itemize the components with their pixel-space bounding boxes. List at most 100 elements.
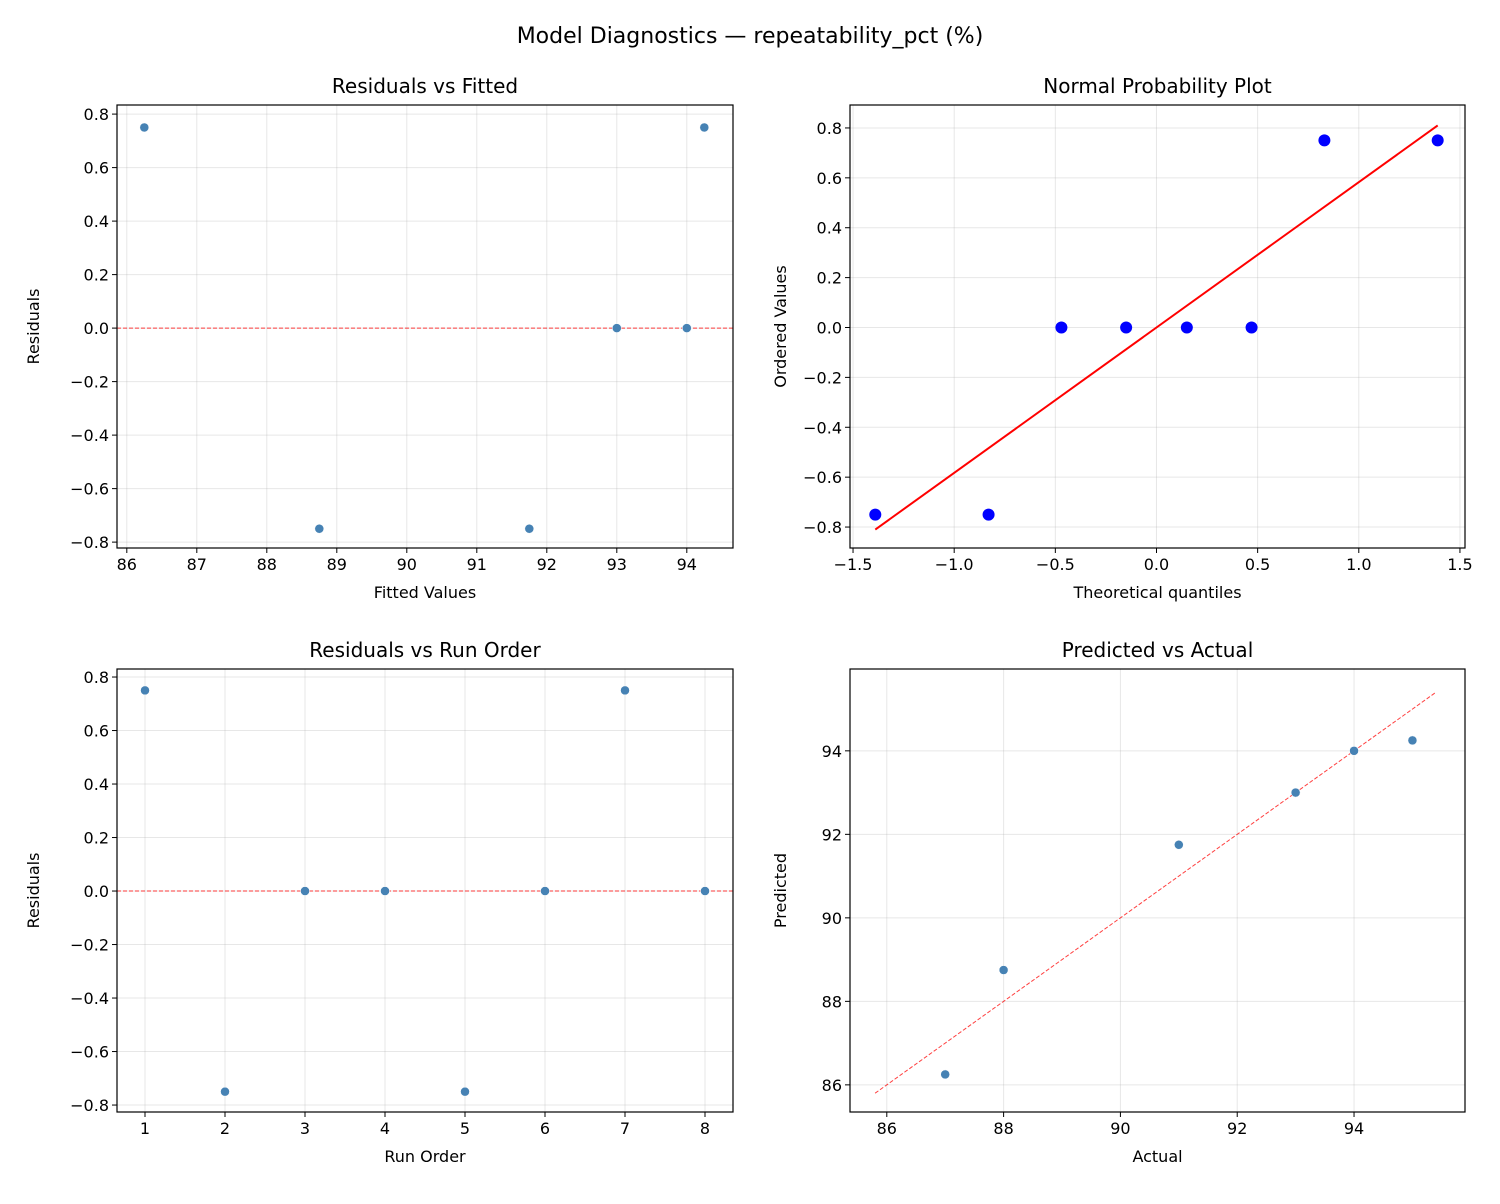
y-tick-label: −0.4 bbox=[803, 418, 842, 437]
y-tick-label: 94 bbox=[822, 742, 842, 761]
y-tick-label: 90 bbox=[822, 909, 842, 928]
subplot-title: Residuals vs Run Order bbox=[309, 638, 541, 662]
y-axis-label: Predicted bbox=[771, 853, 790, 928]
data-point bbox=[1174, 840, 1184, 850]
data-point bbox=[1180, 321, 1193, 334]
data-point bbox=[612, 323, 622, 333]
x-tick-label: 0.5 bbox=[1245, 555, 1270, 574]
x-tick-label: 4 bbox=[380, 1119, 390, 1138]
data-point bbox=[1431, 134, 1444, 147]
data-point bbox=[982, 508, 995, 521]
x-tick-label: 1.0 bbox=[1346, 555, 1371, 574]
y-tick-label: 0.2 bbox=[84, 829, 109, 848]
y-tick-label: 0.2 bbox=[817, 269, 842, 288]
x-tick-label: 92 bbox=[1227, 1119, 1247, 1138]
y-tick-label: −0.2 bbox=[70, 373, 109, 392]
x-axis-label: Run Order bbox=[384, 1147, 466, 1166]
x-tick-label: 94 bbox=[677, 555, 697, 574]
subplot-1: 86 87 88 89 90 91 92 93 94 −0.8 −0.6 −0.4 −0.2 0.0 0.2… bbox=[24, 74, 734, 602]
data-point bbox=[1055, 321, 1068, 334]
x-tick-label: 87 bbox=[187, 555, 207, 574]
subplot-4: 86 88 90 92 94 86 88 90 92 94 Predicted vs Actual A… bbox=[771, 638, 1466, 1166]
x-tick-label: 89 bbox=[327, 555, 347, 574]
x-tick-label: 86 bbox=[117, 555, 137, 574]
x-tick-label: 8 bbox=[700, 1119, 710, 1138]
x-tick-label: −1.5 bbox=[834, 555, 873, 574]
y-tick-label: 92 bbox=[822, 825, 842, 844]
data-point bbox=[300, 886, 310, 896]
x-tick-label: 94 bbox=[1344, 1119, 1364, 1138]
axes-frame bbox=[116, 668, 734, 1113]
data-point bbox=[314, 523, 325, 534]
x-axis-label: Theoretical quantiles bbox=[1072, 583, 1241, 602]
y-tick-label: 0.8 bbox=[84, 105, 109, 124]
data-point bbox=[998, 965, 1009, 975]
y-tick-label: 86 bbox=[822, 1076, 842, 1095]
y-tick-label: 0.0 bbox=[84, 882, 109, 901]
data-point bbox=[524, 523, 535, 534]
y-tick-label: −0.4 bbox=[70, 426, 109, 445]
y-tick-label: −0.6 bbox=[803, 468, 842, 487]
axes-frame bbox=[116, 104, 734, 549]
y-tick-label: 0.0 bbox=[84, 319, 109, 338]
data-point bbox=[1407, 735, 1418, 746]
data-point bbox=[1245, 321, 1258, 334]
x-tick-label: 0.0 bbox=[1144, 555, 1169, 574]
data-point bbox=[1120, 321, 1133, 334]
x-tick-label: 1.5 bbox=[1447, 555, 1472, 574]
x-tick-label: 5 bbox=[460, 1119, 470, 1138]
x-tick-label: 86 bbox=[877, 1119, 897, 1138]
x-tick-label: 88 bbox=[993, 1119, 1013, 1138]
y-tick-label: 0.4 bbox=[84, 775, 109, 794]
y-tick-label: −0.8 bbox=[70, 533, 109, 552]
y-tick-label: −0.8 bbox=[803, 518, 842, 537]
axes-frame bbox=[849, 668, 1466, 1113]
x-tick-label: 6 bbox=[540, 1119, 550, 1138]
subplot-2: −1.5 −1.0 −0.5 0.0 0.5 1.0 1.5 −0.8 −0.6 −0.4 −0.2… bbox=[771, 74, 1473, 602]
y-axis-label: Ordered Values bbox=[771, 265, 790, 387]
x-tick-label: 91 bbox=[467, 555, 487, 574]
y-tick-label: 0.6 bbox=[84, 159, 109, 178]
data-point bbox=[540, 886, 550, 896]
data-point bbox=[869, 508, 882, 521]
x-tick-label: 1 bbox=[140, 1119, 150, 1138]
data-point bbox=[139, 122, 150, 133]
data-point bbox=[460, 1086, 470, 1097]
data-point bbox=[940, 1069, 950, 1080]
y-tick-label: 0.6 bbox=[84, 722, 109, 741]
x-tick-label: 90 bbox=[1110, 1119, 1130, 1138]
y-tick-label: −0.6 bbox=[70, 1043, 109, 1062]
x-tick-label: 3 bbox=[300, 1119, 310, 1138]
data-point bbox=[1349, 746, 1359, 756]
y-tick-label: 0.8 bbox=[84, 668, 109, 687]
x-tick-label: 2 bbox=[220, 1119, 230, 1138]
y-tick-label: −0.6 bbox=[70, 480, 109, 499]
subplot-title: Residuals vs Fitted bbox=[332, 74, 518, 98]
x-tick-label: 93 bbox=[607, 555, 627, 574]
subplot-3: 1 2 3 4 5 6 7 8 −0.8 −0.6 −0.4 −0.2 0.0 0.2 0.4 0.6 0.8 R… bbox=[24, 638, 734, 1166]
x-tick-label: 92 bbox=[537, 555, 557, 574]
x-tick-label: −1.0 bbox=[935, 555, 974, 574]
y-tick-label: −0.8 bbox=[70, 1096, 109, 1115]
y-tick-label: −0.2 bbox=[803, 368, 842, 387]
data-point bbox=[620, 685, 630, 696]
y-tick-label: 0.6 bbox=[817, 169, 842, 188]
fit-line bbox=[874, 124, 1439, 531]
figure-suptitle: Model Diagnostics — repeatability_pct (%… bbox=[517, 24, 984, 49]
x-axis-label: Actual bbox=[1132, 1147, 1182, 1166]
data-point bbox=[140, 685, 150, 696]
y-tick-label: 0.8 bbox=[817, 119, 842, 138]
y-tick-label: 0.4 bbox=[84, 212, 109, 231]
y-tick-label: −0.2 bbox=[70, 936, 109, 955]
x-tick-label: 7 bbox=[620, 1119, 630, 1138]
data-point bbox=[380, 886, 390, 896]
y-tick-label: 0.4 bbox=[817, 219, 842, 238]
data-point bbox=[682, 323, 692, 333]
data-point bbox=[699, 122, 710, 133]
x-tick-label: 90 bbox=[397, 555, 417, 574]
y-tick-label: 0.0 bbox=[817, 318, 842, 337]
data-point bbox=[1290, 787, 1301, 798]
x-tick-label: −0.5 bbox=[1036, 555, 1075, 574]
